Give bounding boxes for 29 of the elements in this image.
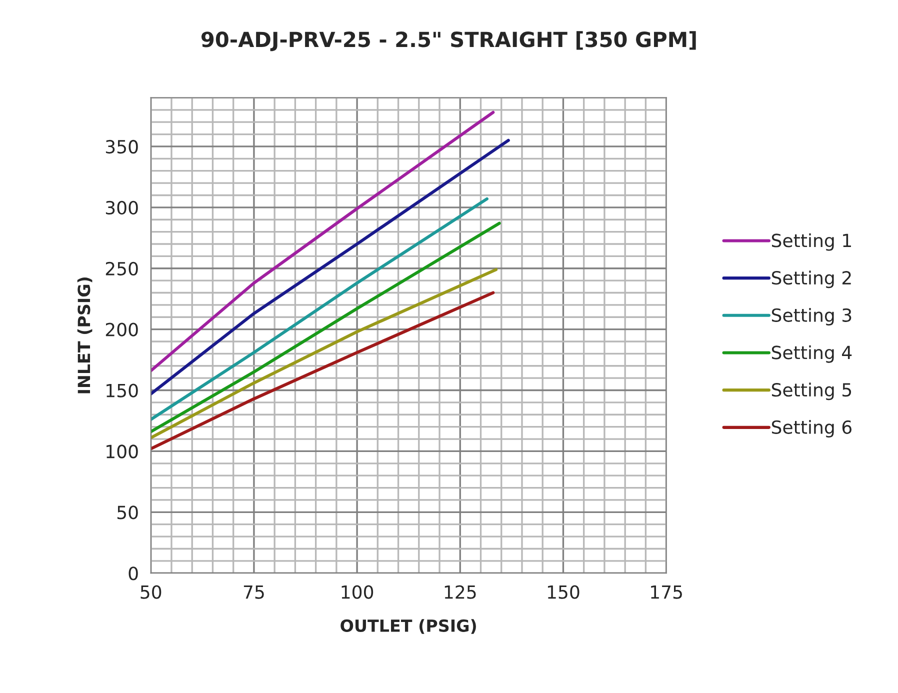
y-tick-label: 300 [106,200,138,215]
y-tick-label: 50 [117,506,138,520]
y-tick-label: 350 [106,140,138,154]
legend-label: Setting 4 [772,345,852,363]
legend-label: Setting 3 [772,308,852,326]
x-tick-label: 50 [140,585,162,599]
legend-label: Setting 6 [772,420,852,438]
legend-label: Setting 1 [772,233,851,251]
y-tick-label: 200 [106,322,138,336]
legend-label: Setting 2 [772,270,851,288]
x-axis-title: OUTLET (PSIG) [340,619,476,634]
line-series [150,138,510,396]
line-series [150,291,495,450]
x-tick-label: 75 [244,585,264,599]
y-tick-label: 100 [106,444,138,458]
y-tick-label: 150 [106,384,138,398]
x-tick-label: 125 [444,585,476,599]
y-axis-title: INLET (PSIG) [77,278,92,394]
x-tick-label: 100 [342,585,374,599]
chart-title: 90-ADJ-PRV-25 - 2.5" STRAIGHT [350 GPM] [201,31,696,52]
y-tick-label: 0 [128,566,138,580]
line-series [150,110,495,372]
legend-label: Setting 5 [772,382,852,400]
line-series [150,222,501,434]
line-series [150,197,488,422]
y-tick-label: 250 [106,262,138,276]
line-series [150,268,498,440]
x-tick-label: 150 [548,585,580,599]
x-tick-label: 175 [651,585,682,599]
